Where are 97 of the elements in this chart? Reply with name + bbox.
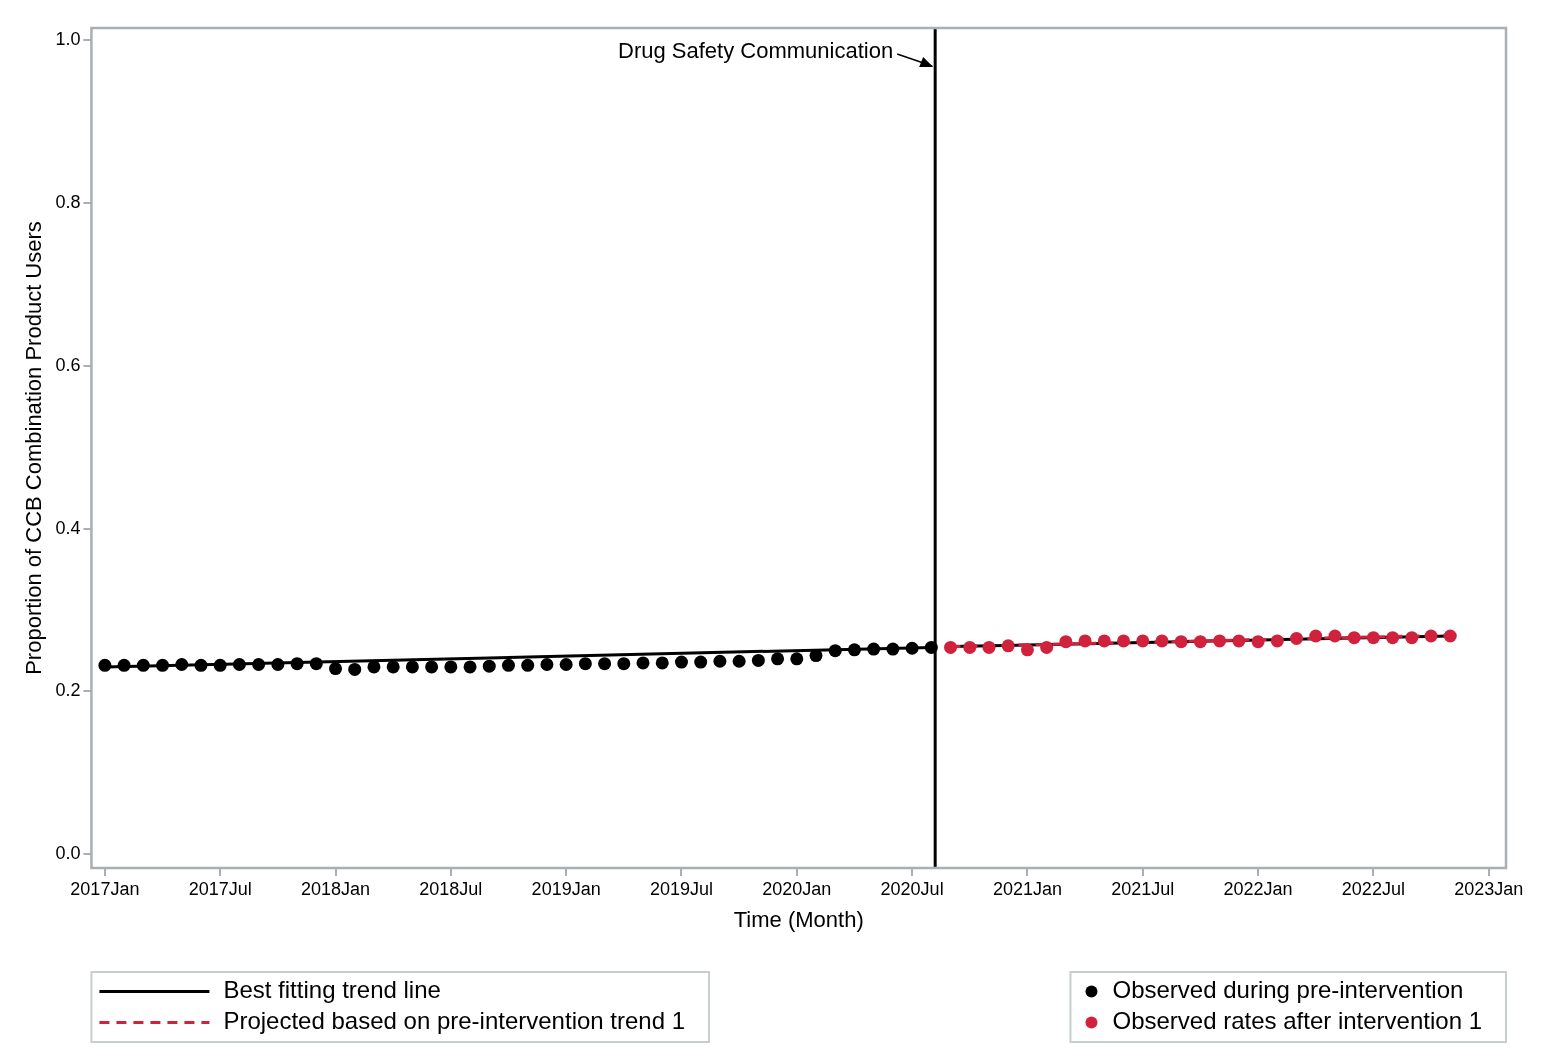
point <box>290 657 304 671</box>
point <box>1174 635 1188 649</box>
x-tick-label: 2021Jan <box>992 878 1062 899</box>
point <box>136 658 150 672</box>
point <box>1097 634 1111 648</box>
point <box>905 641 919 655</box>
point <box>790 652 804 666</box>
point <box>1270 634 1284 648</box>
point <box>521 658 535 672</box>
x-tick-label: 2020Jan <box>762 878 832 899</box>
point <box>655 656 669 670</box>
y-axis-title: Proportion of CCB Combination Product Users <box>21 221 47 675</box>
point <box>694 655 708 669</box>
x-tick-label: 2022Jan <box>1223 878 1293 899</box>
point <box>386 660 400 674</box>
point <box>1059 635 1073 649</box>
point <box>1193 635 1207 649</box>
point <box>1386 631 1400 645</box>
point <box>1405 631 1419 645</box>
point <box>578 657 592 671</box>
y-tick-label: 0.0 <box>55 843 81 864</box>
point <box>1232 634 1246 648</box>
point <box>886 642 900 656</box>
x-tick-label: 2023Jan <box>1454 878 1524 899</box>
point <box>444 660 458 674</box>
point <box>732 654 746 668</box>
point <box>271 658 285 672</box>
point <box>213 658 227 672</box>
x-tick-label: 2018Jan <box>300 878 371 899</box>
x-axis-title: Time (Month) <box>733 906 864 932</box>
point <box>156 658 170 672</box>
point <box>1251 635 1265 649</box>
ref-line-label: Drug Safety Communication <box>618 38 894 64</box>
point <box>1328 629 1342 643</box>
point <box>501 658 515 672</box>
point <box>1117 634 1131 648</box>
point <box>329 662 343 676</box>
point <box>847 643 861 657</box>
point <box>117 658 131 672</box>
point <box>252 658 266 672</box>
point <box>1443 629 1457 643</box>
point <box>1078 634 1092 648</box>
point <box>405 660 419 674</box>
point <box>348 662 362 676</box>
point <box>1366 631 1380 645</box>
point <box>1290 631 1303 645</box>
x-tick-label: 2019Jul <box>649 878 713 899</box>
point <box>559 658 573 672</box>
y-tick-label: 1.0 <box>55 29 81 50</box>
point <box>963 640 977 654</box>
point <box>771 652 785 666</box>
point <box>1424 629 1438 643</box>
legend-label: Best fitting trend line <box>223 976 441 1004</box>
point <box>1155 634 1169 648</box>
point <box>463 660 477 674</box>
point <box>482 659 496 673</box>
point <box>867 642 881 656</box>
y-tick-label: 0.2 <box>55 680 81 701</box>
x-tick-label: 2017Jan <box>70 878 140 899</box>
point <box>617 657 631 671</box>
point <box>924 640 938 654</box>
point <box>367 660 381 674</box>
point <box>809 649 823 663</box>
point <box>751 653 765 667</box>
point <box>828 644 842 658</box>
point <box>1136 634 1150 648</box>
y-tick-label: 0.4 <box>55 517 81 538</box>
point <box>982 640 996 654</box>
point <box>194 658 208 672</box>
legend-label: Projected based on pre-intervention trend 1 <box>223 1007 686 1035</box>
legend-label: Observed during pre-intervention <box>1112 976 1464 1004</box>
point <box>944 640 958 654</box>
point <box>1020 643 1034 657</box>
x-tick-label: 2017Jul <box>188 878 252 899</box>
point <box>713 654 727 668</box>
point <box>540 658 554 672</box>
y-tick-label: 0.8 <box>55 191 81 212</box>
point <box>636 656 650 670</box>
x-tick-label: 2019Jan <box>531 878 601 899</box>
point <box>309 657 323 671</box>
point <box>1309 629 1323 643</box>
point <box>425 660 439 674</box>
point <box>1347 631 1361 645</box>
x-tick-label: 2018Jul <box>419 878 483 899</box>
x-tick-label: 2021Jul <box>1111 878 1175 899</box>
point <box>232 658 246 672</box>
point <box>598 657 612 671</box>
point <box>1001 639 1015 653</box>
x-tick-label: 2022Jul <box>1341 878 1405 899</box>
point <box>98 658 112 672</box>
x-tick-label: 2020Jul <box>880 878 944 899</box>
point <box>1040 640 1054 654</box>
point <box>175 658 189 672</box>
point <box>674 655 688 669</box>
point <box>1213 634 1227 648</box>
y-tick-label: 0.6 <box>55 354 81 375</box>
legend-label: Observed rates after intervention 1 <box>1112 1007 1482 1035</box>
